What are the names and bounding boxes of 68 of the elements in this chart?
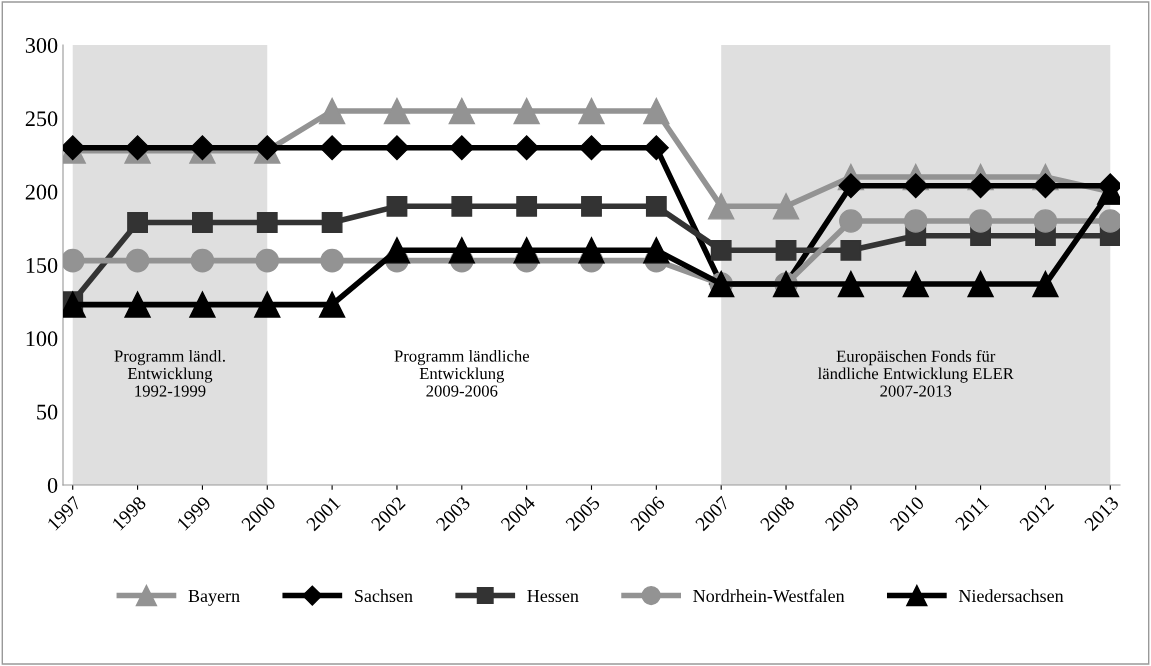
point	[318, 291, 346, 318]
point	[775, 239, 797, 261]
point	[643, 237, 670, 264]
point	[319, 135, 345, 161]
legend-label: Hessen	[527, 590, 579, 603]
annotation: Programm ländliche Entwicklung 2009-2006	[394, 349, 530, 397]
y-tick-label: 150	[26, 257, 58, 273]
band-label: Programm ländl. Entwicklung 1992-1999	[114, 349, 225, 397]
point	[643, 135, 669, 161]
legend-label: Bayern	[188, 590, 240, 606]
point	[125, 248, 150, 273]
y-tick-label: 200	[25, 184, 58, 200]
legend-label: Nordrhein-Westfalen	[693, 589, 845, 603]
point	[707, 193, 735, 220]
point	[968, 209, 993, 233]
point	[124, 291, 151, 318]
point	[383, 97, 411, 125]
point	[383, 237, 411, 264]
point	[968, 173, 994, 199]
point	[449, 135, 475, 161]
point	[190, 248, 215, 273]
point	[1032, 270, 1059, 298]
point	[516, 195, 538, 217]
point	[578, 237, 605, 264]
point	[127, 212, 148, 233]
band-label: Europäischen Fonds für ländliche Entwicklung ELER 2007-2013	[817, 349, 1014, 397]
point	[448, 97, 476, 125]
point	[384, 135, 410, 161]
point	[320, 248, 344, 273]
legend-label: Niedersachsen	[958, 589, 1064, 603]
point	[448, 237, 476, 264]
point	[772, 193, 800, 220]
point	[839, 209, 863, 233]
point	[840, 239, 862, 261]
point	[318, 97, 346, 125]
point	[513, 237, 540, 264]
point	[254, 291, 281, 318]
point	[1032, 173, 1058, 199]
point	[838, 173, 864, 199]
legend-label: Sachsen	[355, 589, 413, 603]
y-tick-label: 0	[47, 477, 58, 493]
point	[903, 209, 928, 233]
point	[903, 173, 929, 199]
y-tick-label: 50	[37, 404, 58, 420]
point	[386, 195, 408, 217]
x-tick-label: 2001	[305, 495, 341, 532]
point	[192, 212, 213, 233]
point	[710, 239, 732, 261]
point	[256, 212, 278, 233]
point	[578, 97, 605, 125]
point	[581, 195, 602, 217]
point	[255, 248, 280, 273]
point	[321, 212, 343, 233]
x-tick-label: 2011	[954, 495, 990, 531]
point	[967, 270, 994, 298]
point	[451, 195, 473, 217]
point	[189, 291, 216, 318]
point	[645, 195, 667, 217]
y-tick-label: 100	[26, 331, 58, 347]
y-tick-label: 300	[25, 37, 58, 53]
point	[579, 135, 604, 161]
point	[514, 135, 540, 161]
point	[643, 97, 670, 125]
point	[513, 97, 540, 125]
point	[902, 270, 929, 298]
point	[1033, 209, 1058, 233]
point	[837, 270, 865, 298]
y-tick-label: 250	[25, 111, 58, 127]
